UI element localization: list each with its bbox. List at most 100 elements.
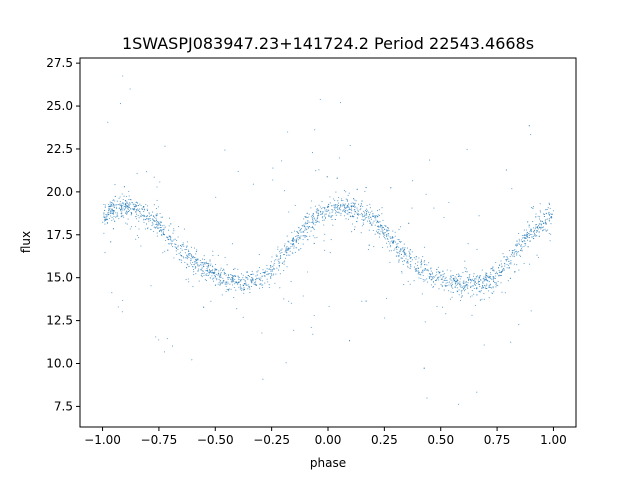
data-point (267, 273, 269, 275)
data-point (123, 216, 125, 218)
data-point (403, 253, 405, 255)
data-point (404, 247, 406, 249)
data-point (485, 272, 487, 274)
data-point (497, 267, 500, 269)
data-point (392, 242, 394, 244)
data-point (332, 210, 334, 212)
data-point (452, 274, 455, 277)
data-point (106, 214, 108, 216)
data-point (111, 219, 113, 221)
data-point (504, 265, 506, 267)
data-point (201, 258, 204, 260)
data-point (127, 205, 129, 207)
data-point (232, 279, 234, 281)
data-point (477, 282, 479, 284)
data-point (521, 250, 523, 252)
data-point (292, 252, 294, 254)
data-point (227, 274, 230, 276)
data-point (195, 265, 197, 267)
data-point (132, 208, 134, 210)
data-point (128, 190, 130, 193)
data-point (548, 217, 550, 220)
data-point (192, 257, 194, 259)
data-point (197, 270, 199, 272)
data-point (219, 275, 221, 277)
data-point (320, 213, 322, 215)
data-point (428, 277, 431, 279)
data-point (528, 234, 530, 236)
data-point (249, 288, 251, 290)
data-point (375, 215, 377, 217)
data-point (155, 217, 157, 219)
data-point (348, 207, 350, 209)
data-point (283, 298, 285, 300)
data-point (456, 278, 458, 281)
data-point (516, 251, 518, 253)
data-point (153, 176, 155, 178)
data-point (229, 273, 231, 276)
data-point (123, 209, 125, 211)
data-point (384, 317, 386, 319)
data-point (481, 287, 483, 289)
data-point (142, 205, 145, 208)
data-point (201, 264, 203, 266)
data-point (205, 270, 207, 272)
data-point (119, 196, 121, 198)
data-point (377, 214, 379, 216)
data-point (500, 274, 502, 277)
data-point (154, 227, 156, 229)
data-point (108, 211, 110, 214)
data-point (405, 253, 407, 255)
data-point (220, 281, 222, 284)
data-point (483, 280, 485, 282)
data-point (173, 228, 175, 230)
data-point (401, 271, 403, 273)
data-point (466, 286, 468, 288)
data-point (158, 223, 160, 225)
data-point (432, 281, 435, 283)
data-point (336, 207, 338, 209)
data-point (156, 186, 158, 188)
data-point (313, 218, 315, 220)
data-point (443, 216, 445, 219)
data-point (185, 267, 188, 269)
data-point (186, 245, 188, 247)
data-point (535, 235, 537, 237)
data-point (132, 204, 134, 206)
data-point (201, 267, 203, 269)
data-point (125, 206, 127, 208)
data-point (377, 231, 379, 233)
data-point (162, 252, 164, 254)
data-point (131, 202, 133, 204)
data-point (103, 217, 105, 219)
data-point (135, 225, 137, 228)
data-point (109, 203, 111, 205)
data-point (369, 220, 371, 222)
data-point (465, 281, 467, 283)
data-point (347, 194, 349, 196)
data-point (462, 286, 464, 288)
data-point (525, 242, 527, 245)
data-point (516, 243, 518, 245)
data-point (521, 234, 523, 237)
data-point (441, 278, 443, 280)
data-point (155, 336, 157, 338)
data-point (343, 208, 345, 210)
data-point (354, 211, 356, 213)
data-point (122, 299, 124, 302)
data-point (549, 207, 551, 209)
data-point (285, 249, 287, 251)
data-point (476, 282, 478, 284)
data-point (310, 230, 312, 232)
data-point (493, 291, 495, 293)
data-point (272, 179, 274, 181)
data-point (307, 226, 309, 228)
data-point (255, 275, 257, 277)
y-tick-label: 27.5 (46, 56, 73, 70)
data-point (136, 172, 138, 174)
data-point (145, 223, 148, 225)
data-point (300, 231, 302, 233)
data-point (325, 213, 327, 215)
data-point (150, 285, 152, 287)
data-point (368, 244, 370, 246)
